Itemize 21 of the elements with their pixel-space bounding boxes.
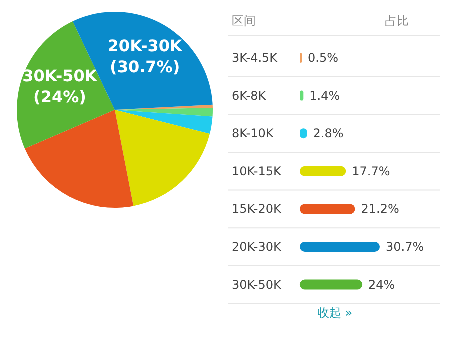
text: 收起 »: [317, 306, 353, 320]
y-tick-label: 30K-50K: [232, 278, 282, 292]
data-label: 2.8%: [313, 126, 344, 141]
y-tick-label: 20K-30K: [232, 240, 282, 254]
slice-label: 30K-50K: [22, 66, 98, 86]
data-label: 1.4%: [310, 88, 340, 103]
data-label: (24%): [34, 87, 86, 106]
data-label: 0.5%: [308, 51, 338, 65]
text: 区间: [232, 14, 256, 28]
data-label: 17.7%: [352, 164, 390, 178]
data-label: 21.2%: [361, 202, 400, 216]
text: 占比: [385, 14, 409, 28]
y-tick-label: 6K-8K: [232, 88, 268, 103]
data-label: 24%: [368, 278, 396, 292]
y-tick-label: 10K-15K: [232, 164, 282, 178]
data-label: 30.7%: [386, 240, 424, 254]
y-tick-label: 8K-10K: [232, 126, 275, 141]
data-label: (30.7%): [110, 57, 180, 76]
y-tick-label: 3K-4.5K: [232, 51, 279, 65]
slice-label: 20K-30K: [108, 36, 183, 56]
y-tick-label: 15K-20K: [232, 202, 282, 216]
